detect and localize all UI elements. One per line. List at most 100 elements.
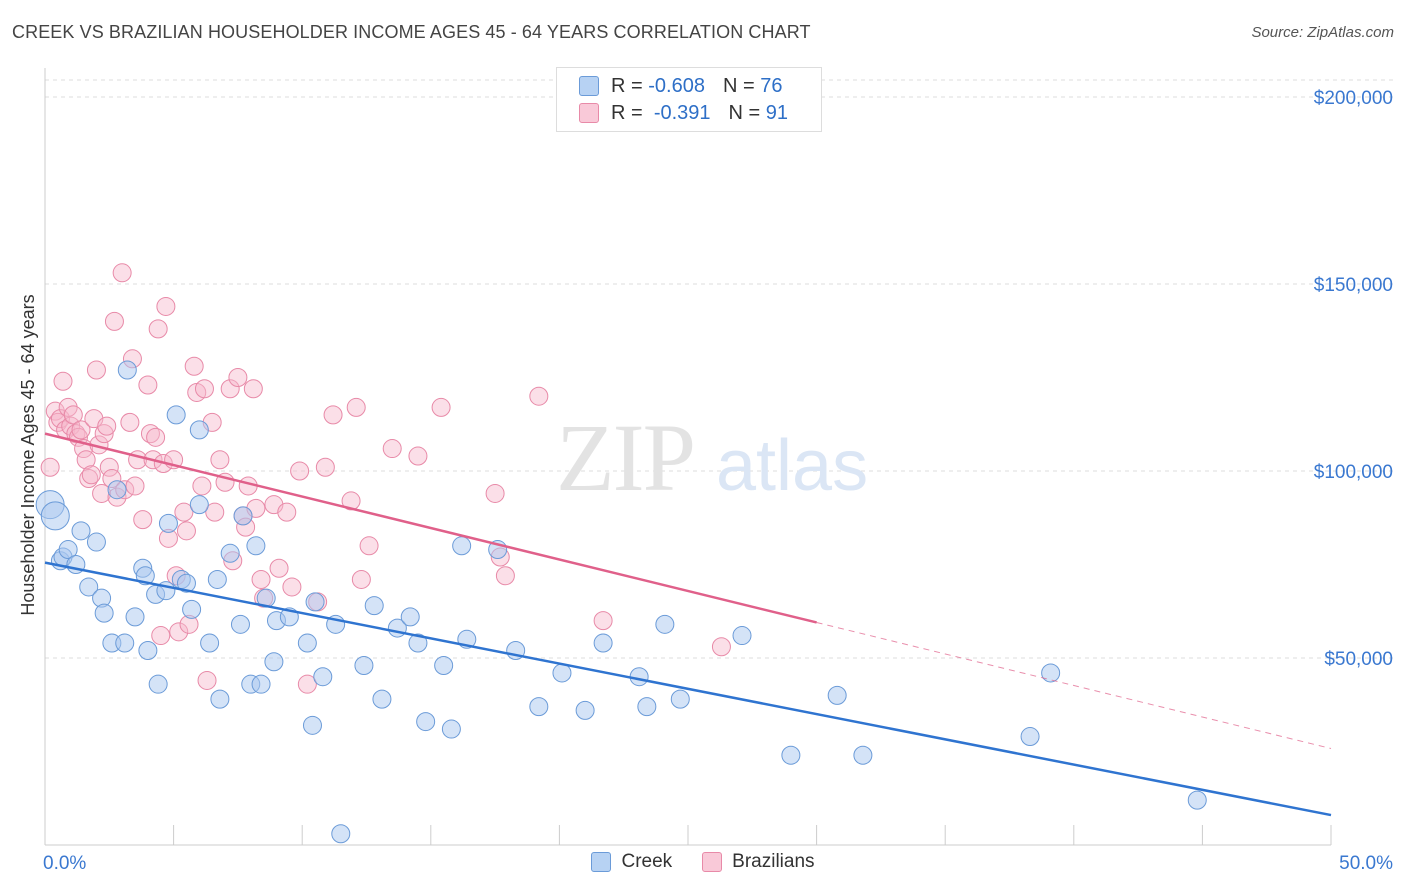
legend-item-brazilians: Brazilians — [702, 851, 815, 873]
creek-point — [86, 532, 106, 552]
brazilians-point — [120, 412, 140, 432]
creek-point — [827, 685, 847, 705]
source-label: Source: ZipAtlas.com — [1251, 24, 1394, 41]
brazilians-point — [86, 360, 106, 380]
brazilians-point — [104, 311, 124, 331]
creek-point — [1187, 790, 1207, 810]
y-tick-label: $200,000 — [1314, 88, 1393, 109]
creek-point — [207, 569, 227, 589]
creek-point — [79, 577, 99, 597]
creek-point — [166, 405, 186, 425]
brazilians-point — [81, 465, 101, 485]
brazilians-point — [53, 371, 73, 391]
brazilians-point — [112, 263, 132, 283]
brazilians-point — [495, 566, 515, 586]
y-tick-label: $150,000 — [1314, 275, 1393, 296]
creek-point — [655, 614, 675, 634]
creek-n-label: N = — [722, 74, 755, 97]
brazilians-point — [290, 461, 310, 481]
creek-point — [434, 655, 454, 675]
creek-point — [189, 420, 209, 440]
brazilians-point — [174, 502, 194, 522]
creek-point — [354, 655, 374, 675]
creek-point — [182, 599, 202, 619]
brazilians-point — [176, 521, 196, 541]
creek-point — [629, 667, 649, 687]
brazilians-point — [99, 457, 119, 477]
creek-point — [220, 543, 240, 563]
watermark-zip: ZIP — [556, 404, 694, 511]
creek-point — [251, 674, 271, 694]
creek-n-value: 76 — [760, 74, 783, 97]
creek-point — [230, 614, 250, 634]
brazilians-legend-swatch — [702, 852, 723, 872]
creek-point — [313, 667, 333, 687]
brazilians-point — [194, 379, 214, 399]
brazilians-point — [711, 637, 731, 657]
brazilians-point — [323, 405, 343, 425]
creek-point — [441, 719, 461, 739]
creek-r-label: R = — [611, 74, 643, 97]
creek-point — [529, 697, 549, 717]
creek-point — [189, 495, 209, 515]
brazilians-point — [297, 674, 317, 694]
creek-swatch — [579, 76, 599, 96]
creek-trend-line — [44, 561, 1332, 817]
brazilians-point — [269, 558, 289, 578]
legend-row-brazilians: R = -0.391 N = 91 — [579, 100, 788, 126]
y-axis-title: Householder Income Ages 45 - 64 years — [18, 294, 38, 615]
x-tick-label-max: 50.0% — [1339, 853, 1393, 874]
creek-point — [853, 745, 873, 765]
brazilians-point — [40, 457, 60, 477]
creek-r-value: -0.608 — [648, 74, 705, 97]
brazilians-trend-extension — [816, 621, 1332, 749]
creek-legend-label: Creek — [621, 851, 673, 872]
gridlines — [45, 79, 1395, 659]
creek-point — [71, 521, 91, 541]
brazilians-point — [148, 319, 168, 339]
creek-point — [246, 536, 266, 556]
series-legend: Creek Brazilians — [0, 851, 1406, 873]
legend-row-creek: R = -0.608 N = 76 — [579, 73, 782, 99]
creek-point — [552, 663, 572, 683]
creek-point — [117, 360, 137, 380]
y-tick-label: $50,000 — [1324, 649, 1393, 670]
watermark-atlas: atlas — [716, 426, 868, 506]
brazilians-point — [485, 483, 505, 503]
creek-point — [408, 633, 428, 653]
brazilians-point — [140, 424, 160, 444]
brazilians-point — [210, 450, 230, 470]
brazilians-point — [125, 476, 145, 496]
creek-point — [200, 633, 220, 653]
legend-item-creek: Creek — [591, 851, 672, 873]
creek-points — [35, 360, 1207, 844]
brazilians-n-value: 91 — [765, 101, 789, 124]
creek-point — [452, 536, 472, 556]
brazilians-points — [40, 263, 731, 694]
creek-point — [176, 573, 196, 593]
brazilians-r-value: -0.391 — [653, 101, 711, 124]
axis-labels: $50,000 $100,000 $150,000 $200,000 0.0% 50.0%… — [18, 88, 1393, 874]
creek-point — [138, 641, 158, 661]
brazilians-point — [76, 450, 96, 470]
creek-point — [305, 592, 325, 612]
brazilians-legend-label: Brazilians — [732, 851, 815, 872]
brazilians-point — [138, 375, 158, 395]
brazilians-point — [48, 412, 68, 432]
creek-point — [94, 603, 114, 623]
creek-point — [781, 745, 801, 765]
creek-point — [107, 480, 127, 500]
brazilians-point — [382, 439, 402, 459]
creek-point — [58, 540, 78, 560]
brazilians-point — [593, 611, 613, 631]
creek-point — [302, 715, 322, 735]
brazilians-point — [151, 626, 171, 646]
brazilians-point — [197, 670, 217, 690]
creek-point — [364, 596, 384, 616]
creek-legend-swatch — [591, 852, 612, 872]
brazilians-point — [220, 379, 240, 399]
brazilians-point — [66, 424, 86, 444]
brazilians-point — [359, 536, 379, 556]
brazilians-point — [243, 379, 263, 399]
